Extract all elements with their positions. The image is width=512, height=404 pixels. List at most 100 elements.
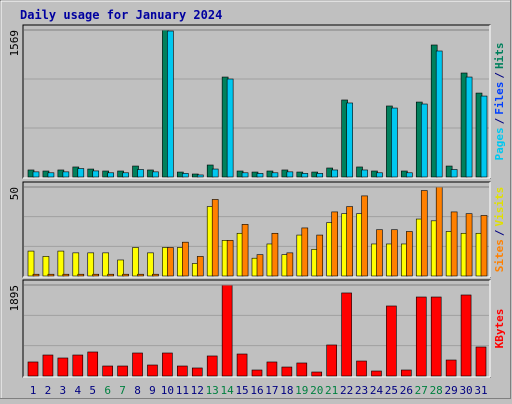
- legend-entry: Files: [493, 82, 506, 115]
- x-tick-label: 25: [385, 384, 398, 397]
- bar: [102, 365, 113, 377]
- x-tick-label: 1: [30, 384, 37, 397]
- bar: [401, 369, 412, 377]
- bar: [371, 370, 382, 377]
- x-tick-label: 27: [415, 384, 428, 397]
- bar: [107, 273, 114, 277]
- y-tick-label: 50: [8, 187, 21, 200]
- bar: [296, 362, 308, 377]
- bar: [361, 195, 368, 277]
- legend-entry: Visits: [493, 187, 506, 227]
- x-tick-label: 15: [235, 384, 248, 397]
- x-tick-label: 12: [191, 384, 204, 397]
- bar: [316, 234, 324, 277]
- bar: [256, 254, 264, 277]
- bar: [256, 173, 264, 178]
- bar: [62, 171, 70, 178]
- x-tick-label: 16: [250, 384, 263, 397]
- bar: [301, 173, 309, 178]
- bar: [77, 168, 85, 178]
- x-tick-label: 21: [325, 384, 338, 397]
- bar: [122, 172, 129, 178]
- bar: [102, 252, 109, 277]
- bar: [271, 172, 279, 178]
- bar: [346, 206, 353, 277]
- bar: [57, 250, 65, 277]
- x-tick-label: 23: [355, 384, 368, 397]
- panel: [22, 24, 491, 179]
- bar: [331, 211, 338, 277]
- legend-entry: Pages: [493, 127, 506, 160]
- bar: [152, 273, 159, 277]
- y-tick-label: 1895: [8, 285, 21, 312]
- bar: [406, 172, 413, 178]
- bar: [211, 199, 219, 277]
- bar: [87, 252, 95, 277]
- x-tick-label: 9: [149, 384, 156, 397]
- bar: [27, 250, 35, 277]
- bar: [167, 247, 174, 277]
- legend-entry: /: [493, 117, 506, 124]
- bar: [137, 273, 144, 277]
- legend-entry: Hits: [493, 43, 506, 70]
- bar: [132, 352, 143, 377]
- x-tick-label: 3: [60, 384, 67, 397]
- bar: [251, 369, 263, 377]
- bar: [77, 273, 85, 277]
- legend-entry: KBytes: [493, 309, 506, 349]
- bar: [386, 305, 397, 377]
- bar: [182, 173, 189, 178]
- bar: [47, 172, 55, 178]
- x-tick-label: 24: [370, 384, 384, 397]
- bar: [27, 361, 39, 377]
- x-tick-label: 31: [474, 384, 487, 397]
- bar: [475, 346, 487, 377]
- bar: [241, 172, 249, 178]
- x-tick-label: 28: [430, 384, 443, 397]
- bar: [62, 273, 70, 277]
- x-tick-label: 26: [400, 384, 413, 397]
- bar: [465, 213, 473, 277]
- bar: [152, 171, 159, 178]
- bar: [177, 365, 188, 377]
- bar: [147, 252, 154, 277]
- bar: [445, 359, 457, 377]
- bar: [286, 252, 294, 277]
- x-tick-label: 2: [45, 384, 52, 397]
- bar: [286, 171, 294, 178]
- legend-entry: /: [493, 229, 506, 236]
- x-tick-label: 13: [206, 384, 219, 397]
- bar: [191, 367, 203, 377]
- chart-title: Daily usage for January 2024: [20, 8, 222, 22]
- x-tick-label: 7: [119, 384, 126, 397]
- x-tick-label: 30: [459, 384, 472, 397]
- bar: [211, 168, 219, 178]
- bar: [167, 30, 174, 178]
- bar: [376, 229, 383, 277]
- bar: [32, 171, 40, 178]
- bar: [241, 224, 249, 277]
- bar: [356, 360, 367, 377]
- bar: [42, 354, 54, 377]
- x-tick-label: 4: [74, 384, 81, 397]
- bar: [415, 296, 427, 377]
- bar: [420, 103, 428, 178]
- bar: [281, 366, 293, 377]
- bar: [430, 296, 442, 377]
- bar: [465, 76, 473, 178]
- x-tick-label: 5: [89, 384, 96, 397]
- bar: [42, 256, 50, 277]
- bar: [346, 102, 353, 178]
- bar: [341, 292, 352, 377]
- x-tick-label: 14: [221, 384, 235, 397]
- bar: [480, 95, 488, 178]
- legend: KBytes: [493, 309, 506, 349]
- x-tick-label: 19: [295, 384, 308, 397]
- bar: [107, 172, 114, 178]
- bar: [266, 361, 278, 377]
- bar: [196, 174, 204, 178]
- bar: [236, 353, 248, 377]
- bar: [117, 365, 128, 377]
- bar: [196, 256, 204, 277]
